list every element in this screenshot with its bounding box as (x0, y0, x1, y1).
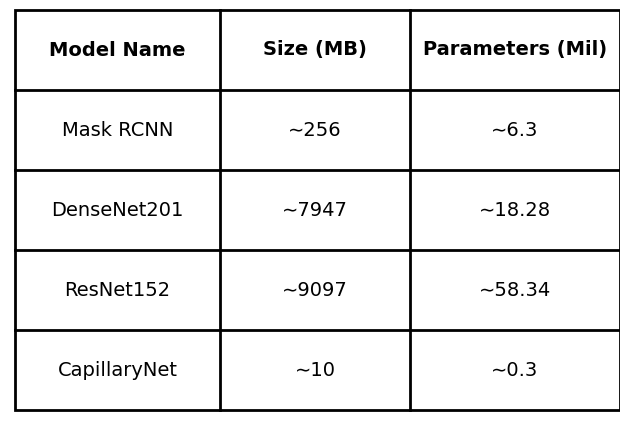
Text: ∼58.34: ∼58.34 (479, 281, 551, 299)
Text: ∼18.28: ∼18.28 (479, 201, 551, 220)
Text: ∼7947: ∼7947 (282, 201, 348, 220)
Text: Parameters (Mil): Parameters (Mil) (423, 41, 607, 59)
Text: Size (MB): Size (MB) (263, 41, 367, 59)
Text: ∼9097: ∼9097 (282, 281, 348, 299)
Text: Model Name: Model Name (49, 41, 186, 59)
Text: ∼10: ∼10 (294, 360, 335, 379)
Text: ∼0.3: ∼0.3 (492, 360, 539, 379)
Text: DenseNet201: DenseNet201 (51, 201, 184, 220)
Text: ∼6.3: ∼6.3 (491, 120, 539, 139)
Text: Mask RCNN: Mask RCNN (62, 120, 173, 139)
Text: ResNet152: ResNet152 (64, 281, 171, 299)
Text: ∼256: ∼256 (288, 120, 342, 139)
Text: CapillaryNet: CapillaryNet (58, 360, 177, 379)
